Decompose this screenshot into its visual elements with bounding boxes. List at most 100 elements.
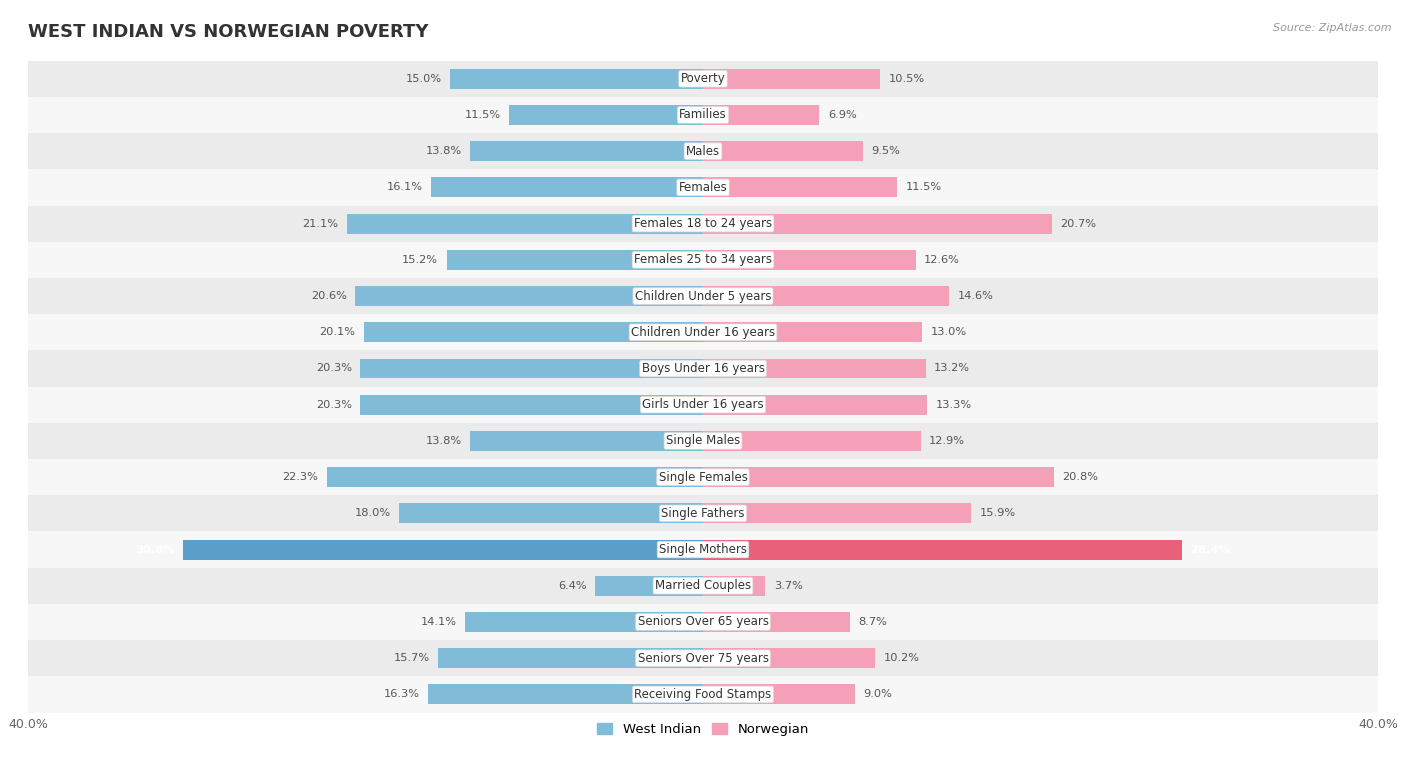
Text: Single Females: Single Females bbox=[658, 471, 748, 484]
Bar bbox=[28, 278, 1378, 314]
Bar bbox=[703, 250, 915, 270]
Text: Families: Families bbox=[679, 108, 727, 121]
Text: 15.2%: 15.2% bbox=[402, 255, 439, 265]
Legend: West Indian, Norwegian: West Indian, Norwegian bbox=[592, 718, 814, 742]
Bar bbox=[470, 431, 703, 451]
Text: 3.7%: 3.7% bbox=[773, 581, 803, 590]
Bar bbox=[28, 169, 1378, 205]
Text: Single Fathers: Single Fathers bbox=[661, 507, 745, 520]
Bar bbox=[28, 350, 1378, 387]
Bar bbox=[703, 467, 1054, 487]
Text: 14.1%: 14.1% bbox=[420, 617, 457, 627]
Bar bbox=[28, 495, 1378, 531]
Text: 12.9%: 12.9% bbox=[929, 436, 965, 446]
Bar bbox=[703, 612, 849, 632]
Text: Receiving Food Stamps: Receiving Food Stamps bbox=[634, 688, 772, 701]
Bar bbox=[439, 648, 703, 668]
Text: Girls Under 16 years: Girls Under 16 years bbox=[643, 398, 763, 411]
Text: 13.0%: 13.0% bbox=[931, 327, 967, 337]
Text: 16.3%: 16.3% bbox=[384, 690, 419, 700]
Text: 10.2%: 10.2% bbox=[883, 653, 920, 663]
Bar bbox=[703, 503, 972, 523]
Bar bbox=[447, 250, 703, 270]
Bar bbox=[509, 105, 703, 125]
Text: 11.5%: 11.5% bbox=[905, 183, 942, 193]
Bar bbox=[28, 133, 1378, 169]
Text: 6.4%: 6.4% bbox=[558, 581, 586, 590]
Bar bbox=[450, 69, 703, 89]
Bar bbox=[703, 684, 855, 704]
Bar bbox=[28, 242, 1378, 278]
Bar bbox=[28, 314, 1378, 350]
Bar bbox=[703, 576, 765, 596]
Bar bbox=[28, 531, 1378, 568]
Text: Single Mothers: Single Mothers bbox=[659, 543, 747, 556]
Bar bbox=[347, 214, 703, 233]
Bar bbox=[28, 387, 1378, 423]
Bar bbox=[326, 467, 703, 487]
Bar bbox=[28, 568, 1378, 604]
Bar bbox=[360, 359, 703, 378]
Bar bbox=[703, 648, 875, 668]
Bar bbox=[703, 359, 925, 378]
Text: Seniors Over 65 years: Seniors Over 65 years bbox=[637, 615, 769, 628]
Bar bbox=[703, 177, 897, 197]
Text: 16.1%: 16.1% bbox=[387, 183, 423, 193]
Bar bbox=[360, 395, 703, 415]
Bar bbox=[364, 322, 703, 342]
Bar bbox=[28, 61, 1378, 97]
Text: Married Couples: Married Couples bbox=[655, 579, 751, 592]
Text: 30.8%: 30.8% bbox=[135, 544, 174, 555]
Bar bbox=[703, 286, 949, 306]
Text: 15.7%: 15.7% bbox=[394, 653, 430, 663]
Bar bbox=[28, 459, 1378, 495]
Text: 9.0%: 9.0% bbox=[863, 690, 893, 700]
Bar bbox=[703, 141, 863, 161]
Text: Females 25 to 34 years: Females 25 to 34 years bbox=[634, 253, 772, 266]
Text: 13.8%: 13.8% bbox=[426, 146, 461, 156]
Bar bbox=[28, 97, 1378, 133]
Bar bbox=[703, 214, 1052, 233]
Text: WEST INDIAN VS NORWEGIAN POVERTY: WEST INDIAN VS NORWEGIAN POVERTY bbox=[28, 23, 429, 41]
Bar bbox=[703, 105, 820, 125]
Text: 20.3%: 20.3% bbox=[316, 399, 352, 409]
Text: 10.5%: 10.5% bbox=[889, 74, 925, 83]
Text: Females: Females bbox=[679, 181, 727, 194]
Bar bbox=[470, 141, 703, 161]
Text: 20.3%: 20.3% bbox=[316, 364, 352, 374]
Bar bbox=[28, 676, 1378, 713]
Text: 13.2%: 13.2% bbox=[934, 364, 970, 374]
Text: 18.0%: 18.0% bbox=[354, 509, 391, 518]
Bar bbox=[465, 612, 703, 632]
Text: Males: Males bbox=[686, 145, 720, 158]
Bar bbox=[399, 503, 703, 523]
Text: Children Under 5 years: Children Under 5 years bbox=[634, 290, 772, 302]
Text: Single Males: Single Males bbox=[666, 434, 740, 447]
Text: 28.4%: 28.4% bbox=[1191, 544, 1230, 555]
Bar bbox=[28, 604, 1378, 640]
Bar bbox=[595, 576, 703, 596]
Text: 13.3%: 13.3% bbox=[936, 399, 972, 409]
Text: Boys Under 16 years: Boys Under 16 years bbox=[641, 362, 765, 375]
Text: 20.8%: 20.8% bbox=[1063, 472, 1098, 482]
Bar bbox=[28, 423, 1378, 459]
Text: 12.6%: 12.6% bbox=[924, 255, 960, 265]
Text: 11.5%: 11.5% bbox=[464, 110, 501, 120]
Bar bbox=[28, 205, 1378, 242]
Text: 9.5%: 9.5% bbox=[872, 146, 901, 156]
Bar bbox=[356, 286, 703, 306]
Bar bbox=[703, 431, 921, 451]
Text: 6.9%: 6.9% bbox=[828, 110, 856, 120]
Text: 20.6%: 20.6% bbox=[311, 291, 347, 301]
Text: 22.3%: 22.3% bbox=[283, 472, 318, 482]
Bar bbox=[28, 640, 1378, 676]
Bar bbox=[432, 177, 703, 197]
Text: 20.7%: 20.7% bbox=[1060, 218, 1097, 229]
Text: 21.1%: 21.1% bbox=[302, 218, 339, 229]
Text: 8.7%: 8.7% bbox=[858, 617, 887, 627]
Text: 13.8%: 13.8% bbox=[426, 436, 461, 446]
Bar bbox=[427, 684, 703, 704]
Text: Seniors Over 75 years: Seniors Over 75 years bbox=[637, 652, 769, 665]
Text: 20.1%: 20.1% bbox=[319, 327, 356, 337]
Bar bbox=[183, 540, 703, 559]
